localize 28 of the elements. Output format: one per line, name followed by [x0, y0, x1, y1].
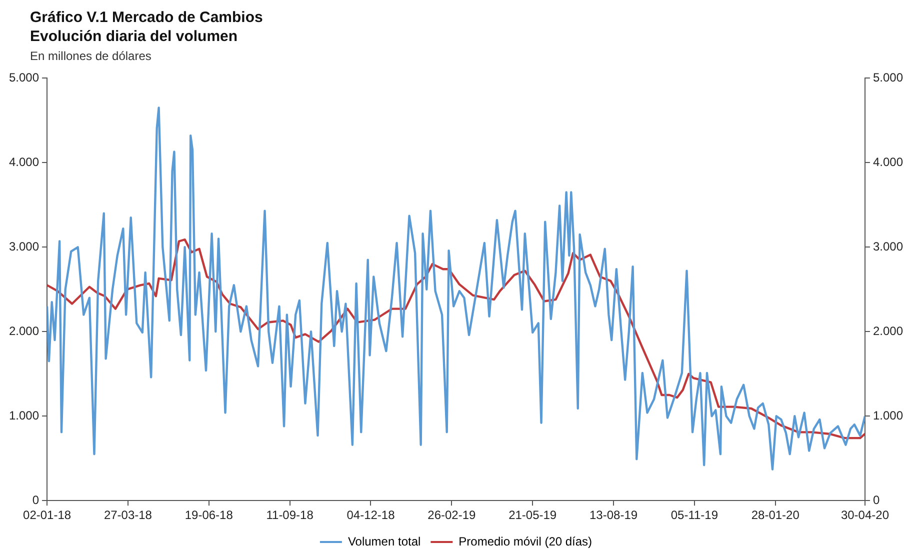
y2-tick-label: 2.000	[872, 324, 904, 338]
y2-tick-label: 3.000	[872, 239, 904, 254]
legend-label: Volumen total	[348, 534, 421, 548]
x-tick-label: 02-01-18	[23, 508, 72, 522]
x-tick-label: 11-09-18	[266, 508, 314, 522]
x-tick-label: 19-06-18	[184, 508, 234, 522]
y-tick-label: 1.000	[9, 408, 40, 422]
x-tick-label: 28-01-20	[751, 508, 800, 522]
y-tick-label: 2.000	[9, 324, 40, 338]
y-tick-label: 3.000	[9, 239, 40, 254]
y2-tick-label: 0	[872, 492, 880, 507]
x-tick-label: 13-08-19	[589, 508, 638, 522]
y-axis-title: En millones de dólares	[30, 48, 152, 64]
legend-label: Promedio móvil (20 días)	[458, 534, 592, 548]
y2-tick-label: 1.000	[872, 408, 904, 422]
y2-tick-label: 5.000	[872, 70, 904, 85]
x-tick-label: 27-03-18	[104, 508, 152, 522]
x-tick-label: 04-12-18	[346, 508, 396, 522]
x-tick-label: 05-11-19	[670, 508, 718, 522]
y2-tick-label: 4.000	[872, 154, 904, 169]
y-tick-label: 0	[32, 492, 40, 507]
y-tick-label: 4.000	[9, 154, 40, 169]
y-tick-label: 5.000	[9, 70, 40, 85]
chart-subtitle: Evolución diaria del volumen	[30, 27, 239, 46]
x-tick-label: 30-04-20	[840, 508, 890, 522]
chart-title: Gráfico V.1 Mercado de Cambios	[30, 8, 263, 27]
x-tick-label: 21-05-19	[508, 508, 557, 522]
x-tick-label: 26-02-19	[428, 508, 476, 522]
